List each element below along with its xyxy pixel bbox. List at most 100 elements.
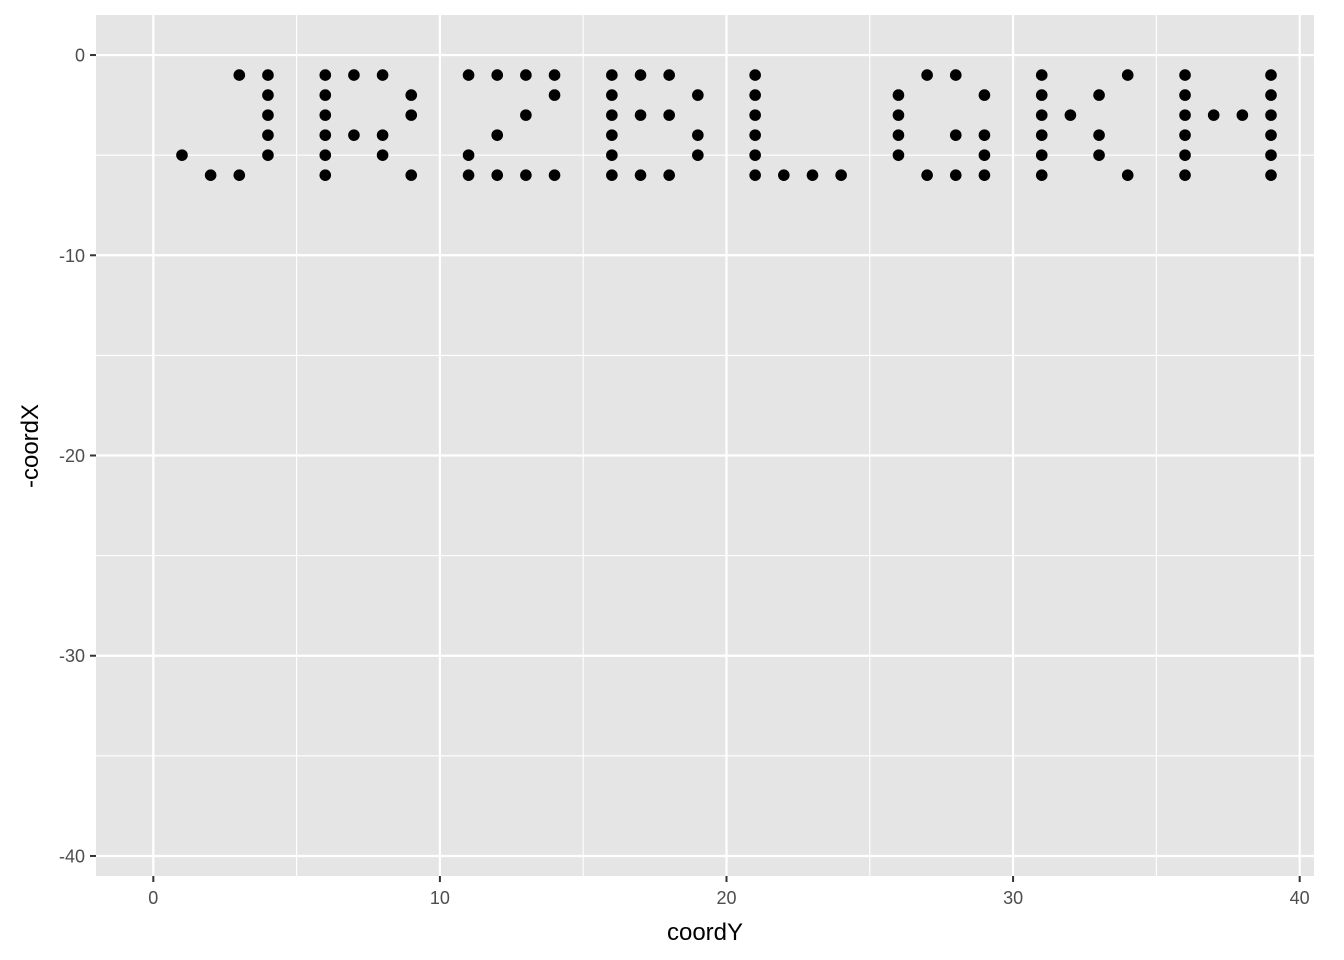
data-point — [978, 129, 991, 141]
data-point — [1236, 109, 1249, 121]
data-point — [1093, 89, 1105, 101]
minor-gridlines — [96, 15, 1314, 876]
x-tick-label: 0 — [148, 888, 158, 908]
data-point — [520, 109, 532, 121]
data-point — [491, 169, 504, 181]
x-axis-title: coordY — [667, 919, 743, 946]
data-point — [634, 109, 647, 121]
data-point — [978, 149, 991, 161]
data-point — [749, 169, 761, 181]
data-point — [1179, 169, 1191, 181]
y-tick-label: -40 — [59, 846, 85, 866]
data-point — [1121, 69, 1134, 81]
x-tick-label: 10 — [430, 888, 450, 908]
data-point — [376, 149, 389, 161]
data-point — [1179, 109, 1191, 121]
x-tick-label: 30 — [1003, 888, 1023, 908]
data-point — [262, 149, 274, 161]
data-point — [233, 169, 246, 181]
data-point — [606, 109, 618, 121]
data-point — [319, 89, 332, 101]
data-point — [1265, 149, 1277, 161]
data-point — [319, 129, 332, 141]
data-point — [1035, 89, 1048, 101]
data-point — [978, 89, 991, 101]
data-point — [778, 169, 790, 181]
data-point — [1265, 109, 1277, 121]
data-point — [262, 129, 274, 141]
data-point — [749, 89, 761, 101]
data-point — [806, 169, 819, 181]
data-point — [548, 89, 561, 101]
data-point — [491, 129, 504, 141]
data-point — [1207, 109, 1220, 121]
data-point — [1035, 169, 1048, 181]
data-point — [548, 69, 561, 81]
data-point — [892, 149, 905, 161]
data-point — [663, 169, 675, 181]
data-point — [606, 69, 618, 81]
data-point — [462, 149, 475, 161]
data-point — [1179, 149, 1191, 161]
data-point — [1035, 109, 1048, 121]
data-point — [1035, 149, 1048, 161]
data-point — [692, 129, 704, 141]
data-point — [692, 89, 704, 101]
data-point — [262, 69, 274, 81]
data-point — [949, 129, 962, 141]
data-point — [606, 149, 618, 161]
data-points — [176, 69, 1277, 181]
data-point — [462, 69, 475, 81]
data-point — [663, 109, 675, 121]
y-axis-ticks: 0 -10 -20 -30 -40 — [59, 46, 96, 866]
data-point — [520, 169, 532, 181]
y-tick-label: 0 — [75, 46, 85, 66]
data-point — [1064, 109, 1077, 121]
data-point — [1179, 129, 1191, 141]
data-point — [405, 109, 418, 121]
data-point — [1093, 129, 1105, 141]
data-point — [749, 109, 761, 121]
y-axis-title: -coordX — [17, 404, 44, 488]
data-point — [1093, 149, 1105, 161]
y-tick-label: -30 — [59, 646, 85, 666]
data-point — [348, 69, 360, 81]
data-point — [319, 169, 332, 181]
data-point — [835, 169, 847, 181]
data-point — [1035, 129, 1048, 141]
data-point — [520, 69, 532, 81]
data-point — [1265, 69, 1277, 81]
data-point — [978, 169, 991, 181]
data-point — [892, 89, 905, 101]
data-point — [233, 69, 246, 81]
data-point — [634, 169, 647, 181]
data-point — [376, 69, 389, 81]
data-point — [1265, 169, 1277, 181]
data-point — [262, 109, 274, 121]
data-point — [921, 169, 933, 181]
data-point — [1179, 89, 1191, 101]
data-point — [1265, 129, 1277, 141]
data-point — [319, 69, 332, 81]
data-point — [348, 129, 360, 141]
data-point — [606, 89, 618, 101]
x-tick-label: 40 — [1290, 888, 1310, 908]
data-point — [405, 169, 418, 181]
data-point — [405, 89, 418, 101]
data-point — [663, 69, 675, 81]
data-point — [176, 149, 188, 161]
data-point — [376, 129, 389, 141]
data-point — [491, 69, 504, 81]
data-point — [1179, 69, 1191, 81]
data-point — [262, 89, 274, 101]
data-point — [949, 69, 962, 81]
data-point — [462, 169, 475, 181]
major-gridlines — [96, 15, 1314, 876]
data-point — [892, 129, 905, 141]
data-point — [606, 169, 618, 181]
x-tick-label: 20 — [716, 888, 736, 908]
data-point — [749, 149, 761, 161]
data-point — [949, 169, 962, 181]
data-point — [319, 149, 332, 161]
